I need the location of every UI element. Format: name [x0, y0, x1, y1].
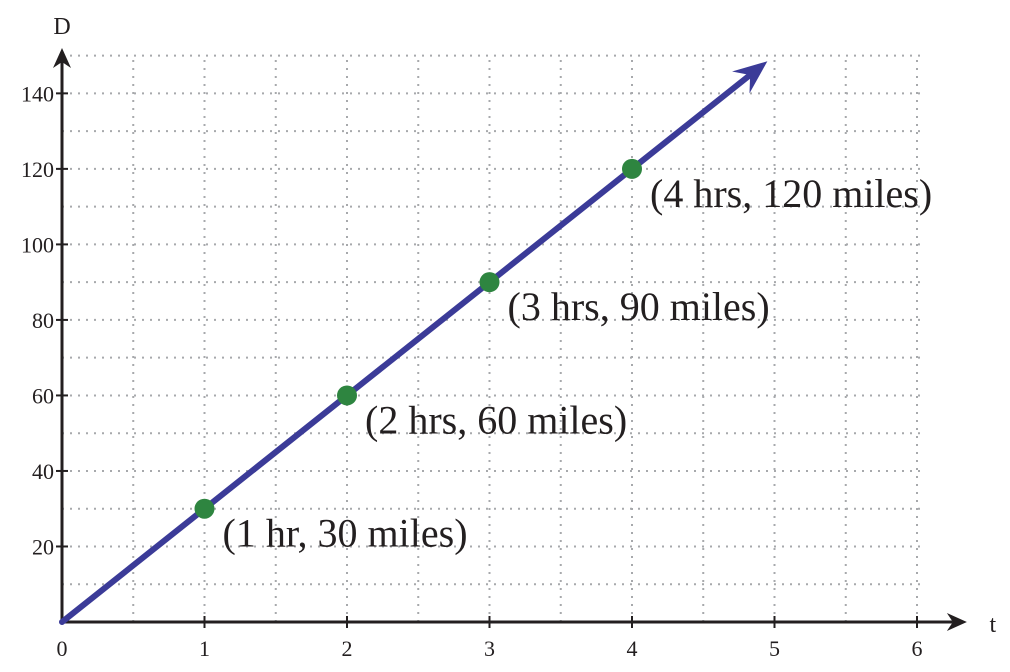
y-tick-label: 40 — [32, 459, 54, 484]
x-tick-label: 5 — [769, 636, 780, 661]
y-tick-label: 100 — [21, 232, 54, 257]
y-tick-label: 20 — [32, 534, 54, 559]
x-tick-label: 3 — [484, 636, 495, 661]
point-label: (1 hr, 30 miles) — [223, 511, 468, 556]
point-label: (4 hrs, 120 miles) — [650, 171, 932, 216]
y-tick-label: 140 — [21, 81, 54, 106]
data-points — [194, 158, 642, 519]
y-tick-label: 80 — [32, 308, 54, 333]
point-labels: (1 hr, 30 miles) (2 hrs, 60 miles) (3 hrs,… — [223, 171, 933, 556]
line-arrow-icon — [732, 61, 768, 94]
x-tick-label: 1 — [199, 636, 210, 661]
y-tick-label: 120 — [21, 157, 54, 182]
data-point — [337, 385, 357, 406]
axes — [53, 48, 967, 631]
x-tick-label: 2 — [342, 636, 353, 661]
x-tick-label: 4 — [627, 636, 638, 661]
data-point — [194, 498, 215, 519]
x-axis-arrow-icon — [946, 613, 967, 631]
y-tick-label: 60 — [32, 383, 54, 408]
grid — [62, 54, 925, 622]
point-label: (3 hrs, 90 miles) — [508, 284, 770, 329]
data-point — [622, 158, 642, 179]
tick-labels: 0 1 2 3 4 5 6 20 40 60 80 100 120 140 — [21, 81, 923, 661]
x-tick-label: 0 — [57, 636, 68, 661]
x-axis-label: t — [990, 612, 997, 638]
y-axis-arrow-icon — [53, 48, 71, 69]
y-axis-label: D — [53, 14, 70, 40]
point-label: (2 hrs, 60 miles) — [365, 397, 627, 442]
data-point — [479, 272, 500, 293]
x-tick-label: 6 — [912, 636, 923, 661]
